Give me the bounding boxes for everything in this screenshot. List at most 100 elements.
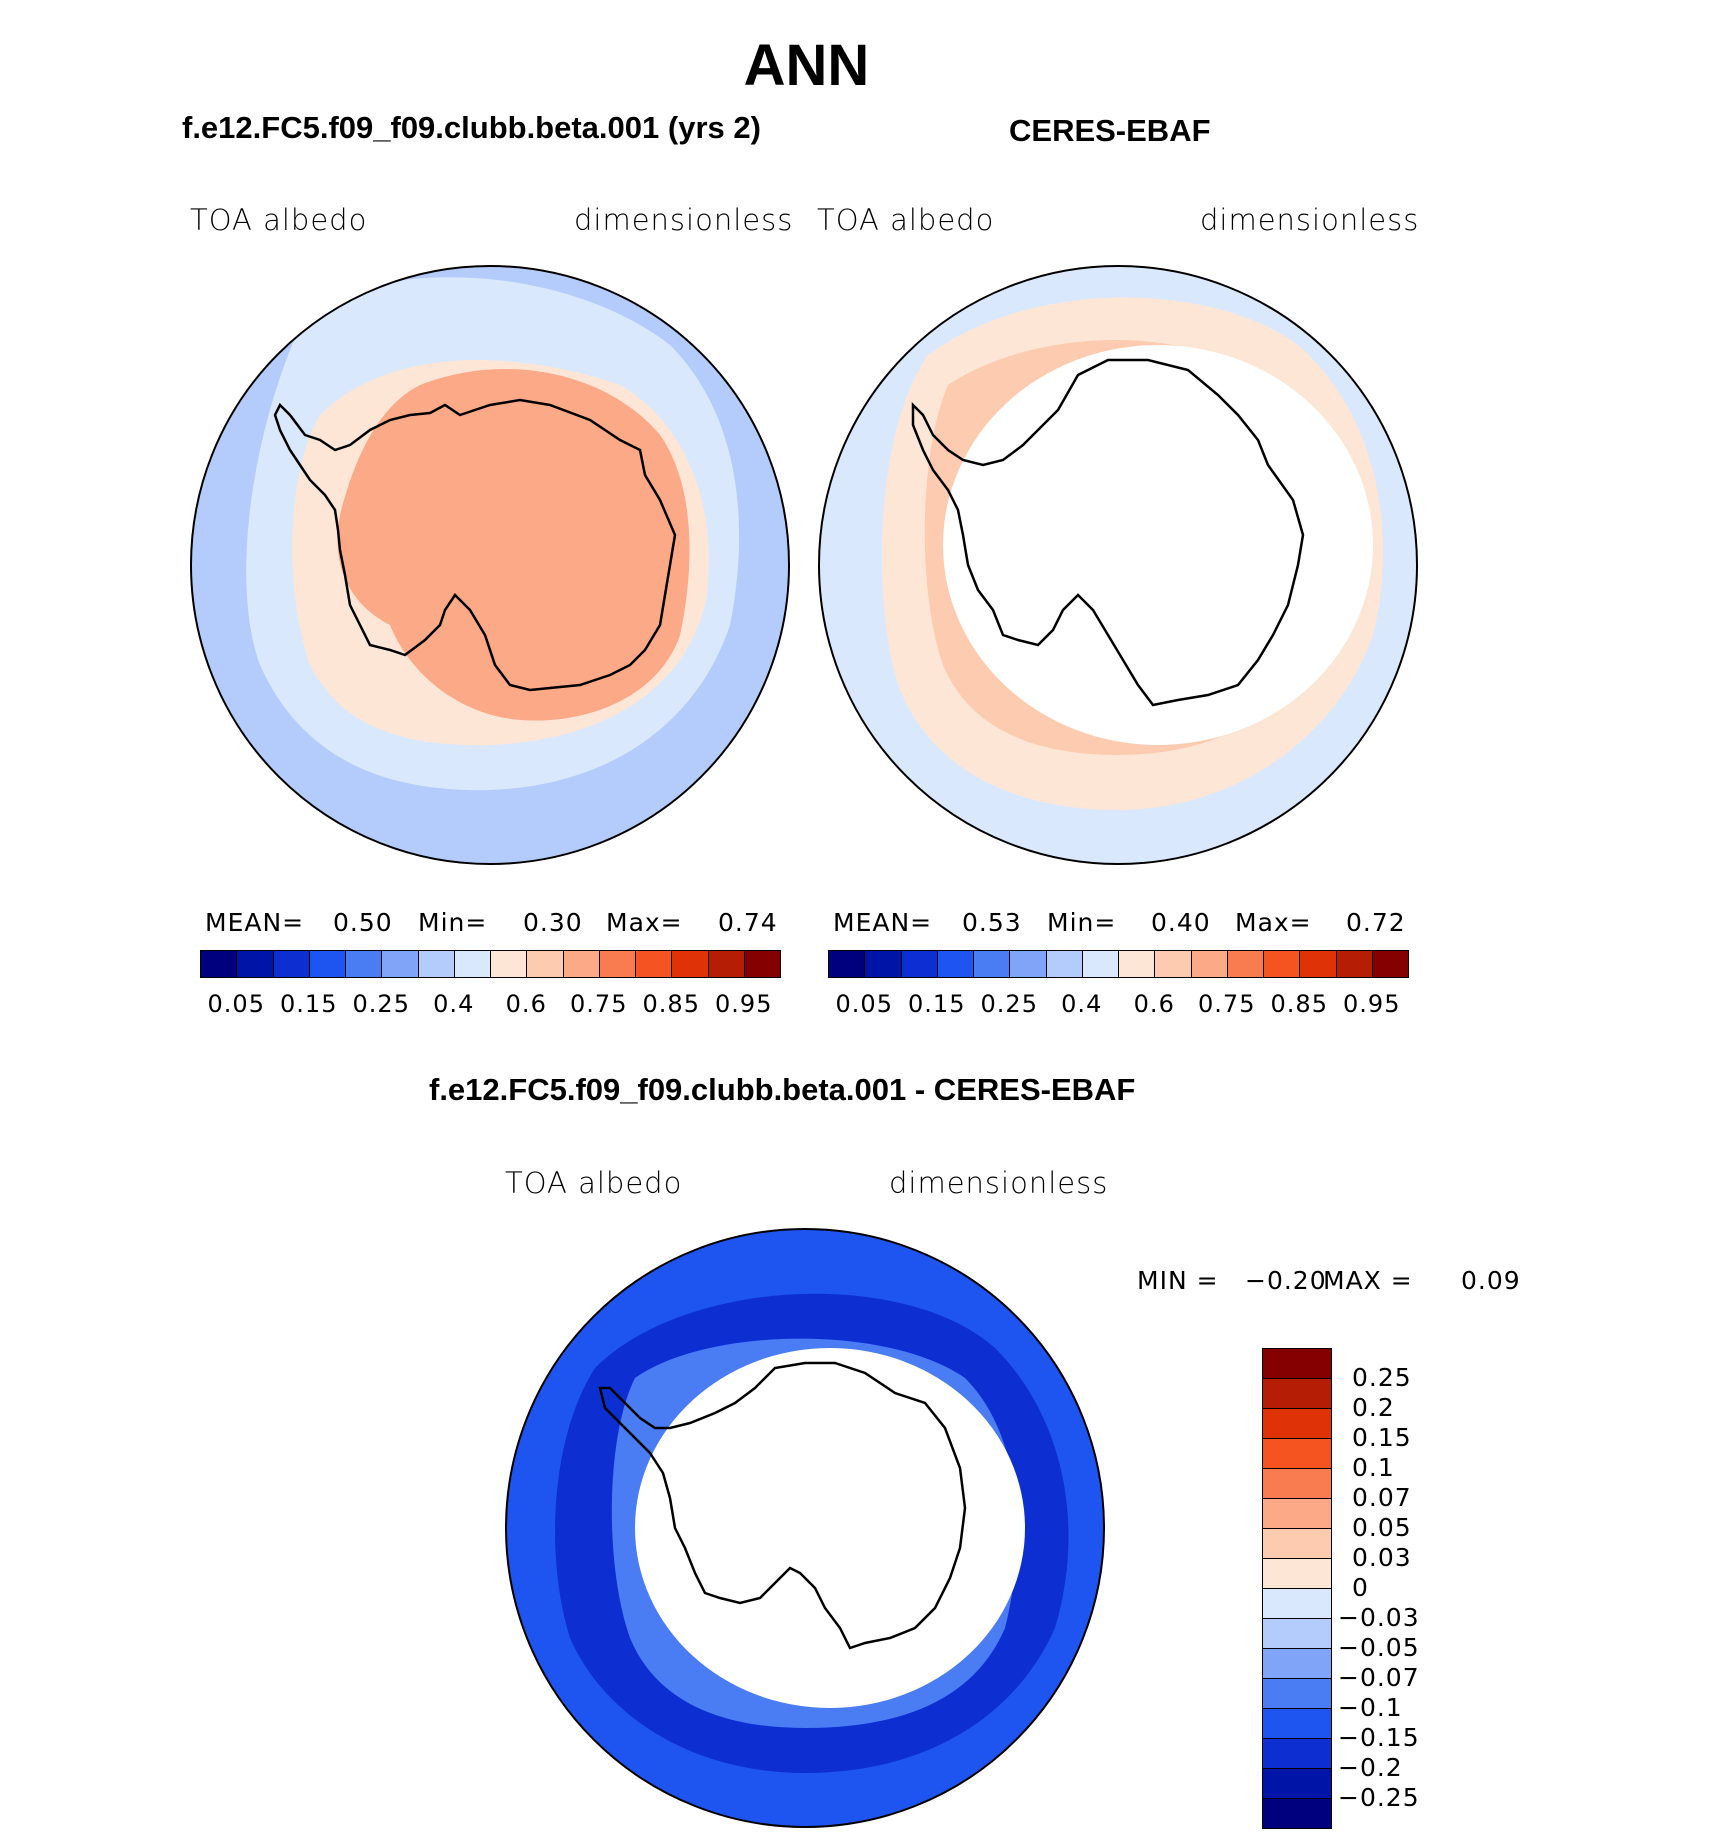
diff-colorbar-swatch [1262,1438,1332,1469]
right-colorbar-swatch [1371,950,1409,978]
right-colorbar-swatch [1045,950,1083,978]
diff-colorbar-swatch [1262,1408,1332,1439]
left-colorbar-tick-label: 0.6 [505,990,547,1018]
left-colorbar-tick-label: 0.95 [715,990,773,1018]
right-panel-units-label: dimensionless [1200,203,1420,237]
diff-colorbar-tick-label: −0.2 [1338,1753,1403,1782]
left-colorbar-swatch [272,950,310,978]
right-colorbar-tick-label: 0.85 [1270,990,1328,1018]
right-colorbar-tick-label: 0.75 [1198,990,1256,1018]
diff-panel-units-label: dimensionless [889,1166,1109,1200]
right-colorbar-swatch [1335,950,1373,978]
diff-colorbar-swatch [1262,1588,1332,1619]
diff-polar-map [505,1228,1105,1828]
left-colorbar-tick-label: 0.15 [280,990,338,1018]
diff-colorbar-swatch [1262,1708,1332,1739]
diff-colorbar-swatch [1262,1528,1332,1559]
diff-stats-min-value: −0.20 [1245,1266,1327,1295]
right-colorbar-swatch [1263,950,1301,978]
left-panel-variable-label: TOA albedo [190,203,368,237]
right-stats-min-label: Min= [1047,908,1117,937]
diff-colorbar-swatch [1262,1798,1332,1829]
left-colorbar-swatch [308,950,346,978]
diff-colorbar-swatch [1262,1768,1332,1799]
right-colorbar-swatch [1190,950,1228,978]
diff-stats-max-value: 0.09 [1461,1266,1521,1295]
diff-colorbar-tick-label: 0.03 [1352,1543,1412,1572]
diff-colorbar-swatch [1262,1378,1332,1409]
left-colorbar-swatch [381,950,419,978]
right-colorbar-swatch [1081,950,1119,978]
right-colorbar-swatch [1226,950,1264,978]
left-colorbar-swatch [562,950,600,978]
diff-panel-case-title: f.e12.FC5.f09_f09.clubb.beta.001 - CERES… [429,1072,1136,1107]
right-polar-map [818,265,1418,865]
right-colorbar-tick-label: 0.95 [1343,990,1401,1018]
left-colorbar-tick-label: 0.75 [570,990,628,1018]
right-map-no-data [943,345,1373,745]
left-panel-case-title: f.e12.FC5.f09_f09.clubb.beta.001 (yrs 2) [182,110,761,145]
left-colorbar-tick-label: 0.25 [352,990,410,1018]
diff-colorbar-tick-label: 0.05 [1352,1513,1412,1542]
right-colorbar-tick-label: 0.15 [908,990,966,1018]
diff-colorbar-tick-label: −0.05 [1338,1633,1420,1662]
right-colorbar-swatch [1009,950,1047,978]
left-colorbar-swatch [598,950,636,978]
diff-colorbar-swatch [1262,1678,1332,1709]
diff-colorbar-swatch [1262,1348,1332,1379]
left-colorbar-swatch [671,950,709,978]
diff-colorbar-tick-label: −0.25 [1338,1783,1420,1812]
diff-colorbar-tick-label: −0.1 [1338,1693,1403,1722]
left-colorbar-tick-label: 0.85 [642,990,700,1018]
right-colorbar-swatch [973,950,1011,978]
right-colorbar-swatch [828,950,866,978]
left-stats-min-value: 0.30 [523,908,583,937]
left-colorbar-swatch [200,950,238,978]
right-map-coastline [911,358,1305,707]
figure-title: ANN [743,33,870,98]
diff-panel-variable-label: TOA albedo [505,1166,683,1200]
diff-colorbar-swatch [1262,1468,1332,1499]
right-stats-max-label: Max= [1235,908,1312,937]
diff-colorbar-tick-label: 0.07 [1352,1483,1412,1512]
left-colorbar-swatch [345,950,383,978]
right-colorbar: 0.05 0.15 0.25 0.4 0.6 0.75 0.85 0.95 [828,950,1409,1018]
diff-colorbar-tick-label: 0 [1352,1573,1369,1602]
left-colorbar-swatch [707,950,745,978]
diff-colorbar-tick-label: −0.15 [1338,1723,1420,1752]
diff-colorbar-swatch [1262,1498,1332,1529]
right-colorbar-tick-label: 0.05 [835,990,893,1018]
diff-map-coastline [598,1361,967,1650]
right-panel-case-title: CERES-EBAF [1009,113,1211,148]
left-map-ice-high [337,369,690,721]
left-stats-min-label: Min= [418,908,488,937]
right-colorbar-swatch [1154,950,1192,978]
left-colorbar-swatch [236,950,274,978]
right-colorbar-swatch [936,950,974,978]
left-stats-mean-value: 0.50 [333,908,393,937]
right-colorbar-tick-label: 0.4 [1061,990,1103,1018]
right-colorbar-swatch [1118,950,1156,978]
diff-colorbar-tick-label: −0.07 [1338,1663,1420,1692]
left-colorbar-tick-label: 0.05 [207,990,265,1018]
diff-stats-min-label: MIN = [1137,1266,1219,1295]
right-colorbar-swatch [900,950,938,978]
left-colorbar-swatch [417,950,455,978]
left-stats-max-value: 0.74 [718,908,778,937]
left-polar-map [190,265,790,865]
diff-colorbar: 0.25 0.2 0.15 0.1 0.07 0.05 0.03 0 −0.03 −0.05 −0.… [1262,1348,1419,1829]
diff-colorbar-tick-label: 0.1 [1352,1453,1395,1482]
right-stats-mean-value: 0.53 [962,908,1022,937]
left-stats-mean-label: MEAN= [205,908,305,937]
diff-colorbar-tick-label: 0.25 [1352,1363,1412,1392]
diff-colorbar-swatch [1262,1558,1332,1589]
left-panel-units-label: dimensionless [574,203,794,237]
right-stats-max-value: 0.72 [1346,908,1406,937]
left-colorbar-swatch [453,950,491,978]
diff-colorbar-tick-label: 0.15 [1352,1423,1412,1452]
right-stats-min-value: 0.40 [1151,908,1211,937]
right-colorbar-swatch [864,950,902,978]
left-colorbar-swatch [490,950,528,978]
diff-colorbar-tick-label: 0.2 [1352,1393,1395,1422]
diff-colorbar-swatch [1262,1738,1332,1769]
